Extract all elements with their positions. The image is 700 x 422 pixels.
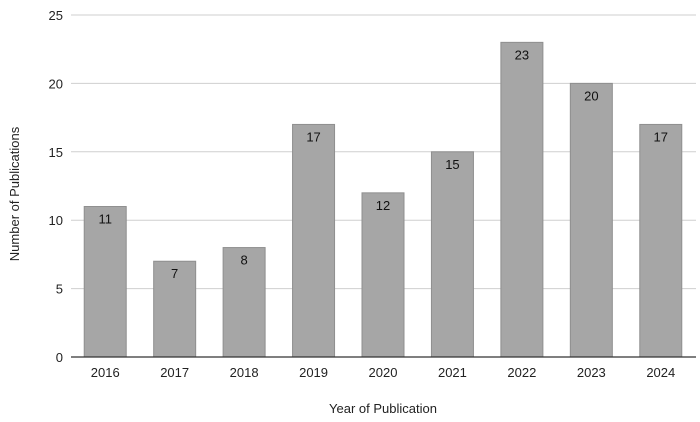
y-tick-label: 25 [49, 8, 63, 23]
data-label-2023: 20 [584, 88, 598, 103]
y-tick-label: 10 [49, 213, 63, 228]
bar-2023 [569, 82, 613, 358]
data-label-2021: 15 [445, 157, 459, 172]
x-tick-label: 2024 [646, 365, 675, 380]
data-label-2016: 11 [98, 212, 112, 227]
x-tick-label: 2020 [369, 365, 398, 380]
x-tick-label: 2017 [160, 365, 189, 380]
x-tick-label: 2022 [507, 365, 536, 380]
x-tick-label: 2018 [230, 365, 259, 380]
y-axis-title: Number of Publications [7, 126, 22, 261]
data-label-2022: 23 [515, 47, 529, 62]
data-label-2018: 8 [240, 253, 247, 268]
bar-2018 [222, 247, 266, 358]
bar-2016 [83, 206, 127, 358]
bars [83, 41, 683, 358]
bar-2021 [430, 151, 474, 358]
x-tick-label: 2016 [91, 365, 120, 380]
data-label-2024: 17 [654, 129, 668, 144]
y-tick-label: 5 [56, 282, 63, 297]
x-tick-label: 2019 [299, 365, 328, 380]
bar-2022 [500, 41, 544, 358]
x-tick-label: 2023 [577, 365, 606, 380]
x-tick-label: 2021 [438, 365, 467, 380]
y-tick-label: 15 [49, 145, 63, 160]
data-label-2017: 7 [171, 266, 178, 281]
y-tick-label: 0 [56, 350, 63, 365]
labels: 0510152025112016720178201817201912202015… [49, 8, 676, 380]
data-label-2020: 12 [376, 198, 390, 213]
bar-2019 [292, 123, 336, 358]
bar-2020 [361, 192, 405, 358]
bar-2024 [639, 123, 683, 358]
y-tick-label: 20 [49, 76, 63, 91]
data-label-2019: 17 [306, 129, 320, 144]
x-axis-title: Year of Publication [329, 401, 437, 416]
